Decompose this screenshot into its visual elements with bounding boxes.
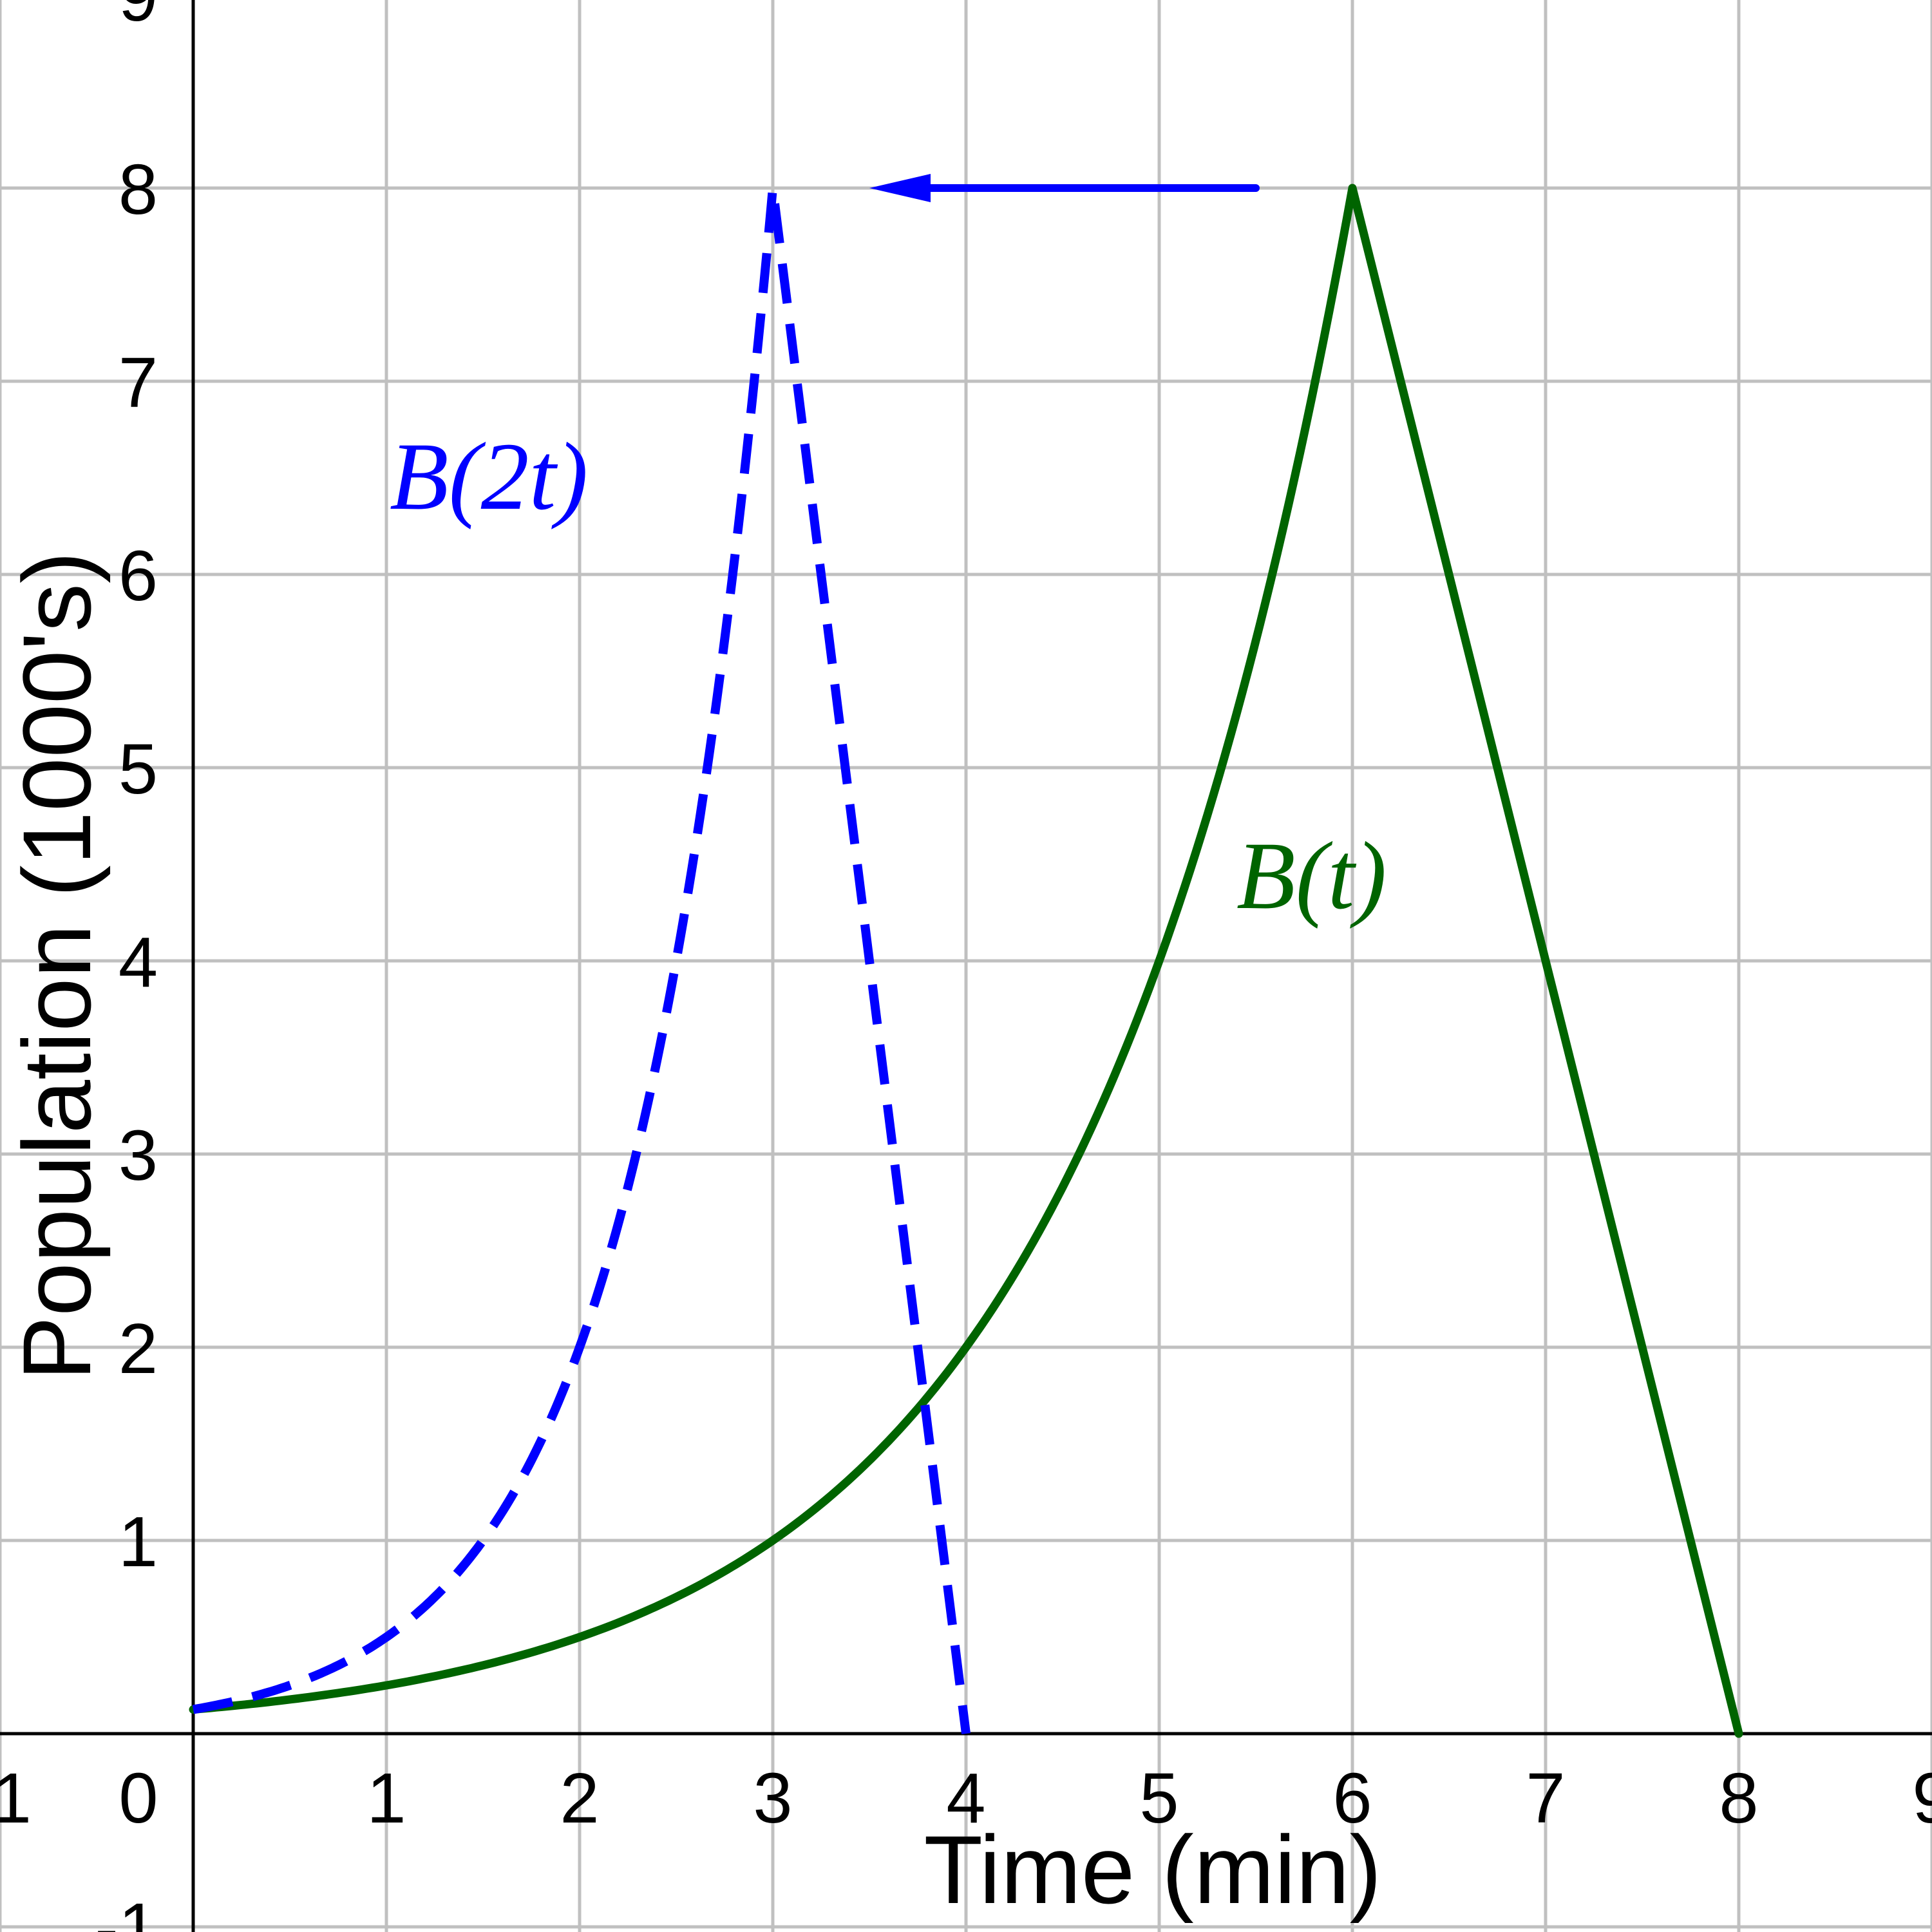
- y-tick-label: 8: [118, 150, 158, 229]
- x-tick-label: 6: [1332, 1759, 1372, 1838]
- arrow-head-icon: [869, 174, 931, 202]
- series-line-b-2t: [192, 187, 971, 1734]
- y-axis-title: Population (1000's): [3, 551, 111, 1381]
- y-tick-label: -1: [95, 1889, 158, 1932]
- label-b-2t: B(2t): [390, 423, 588, 530]
- x-tick-label: -1: [0, 1759, 32, 1838]
- x-tick-label: 7: [1526, 1759, 1565, 1838]
- x-tick-label: 0: [118, 1759, 158, 1838]
- y-tick-label: 3: [118, 1116, 158, 1195]
- y-tick-label: 9: [118, 0, 158, 36]
- series-line-b-t: [189, 184, 1743, 1738]
- x-tick-label: 3: [753, 1759, 792, 1838]
- x-tick-label: 8: [1719, 1759, 1758, 1838]
- label-b-t: B(t): [1236, 822, 1387, 929]
- x-tick-label: 2: [560, 1759, 599, 1838]
- x-axis-title: Time (min): [923, 1815, 1381, 1924]
- annotations: [869, 174, 1260, 202]
- y-tick-label: 4: [118, 923, 158, 1002]
- x-tick-label: 9: [1912, 1759, 1932, 1838]
- y-tick-label: 1: [118, 1502, 158, 1582]
- y-tick-label: 5: [118, 730, 158, 809]
- x-tick-label: 1: [366, 1759, 406, 1838]
- x-tick-label: 5: [1139, 1759, 1179, 1838]
- series: [189, 184, 1743, 1738]
- y-tick-label: 6: [118, 536, 158, 616]
- y-tick-label: 7: [118, 343, 158, 422]
- x-tick-label: 4: [946, 1759, 985, 1838]
- y-tick-label: 2: [118, 1309, 158, 1388]
